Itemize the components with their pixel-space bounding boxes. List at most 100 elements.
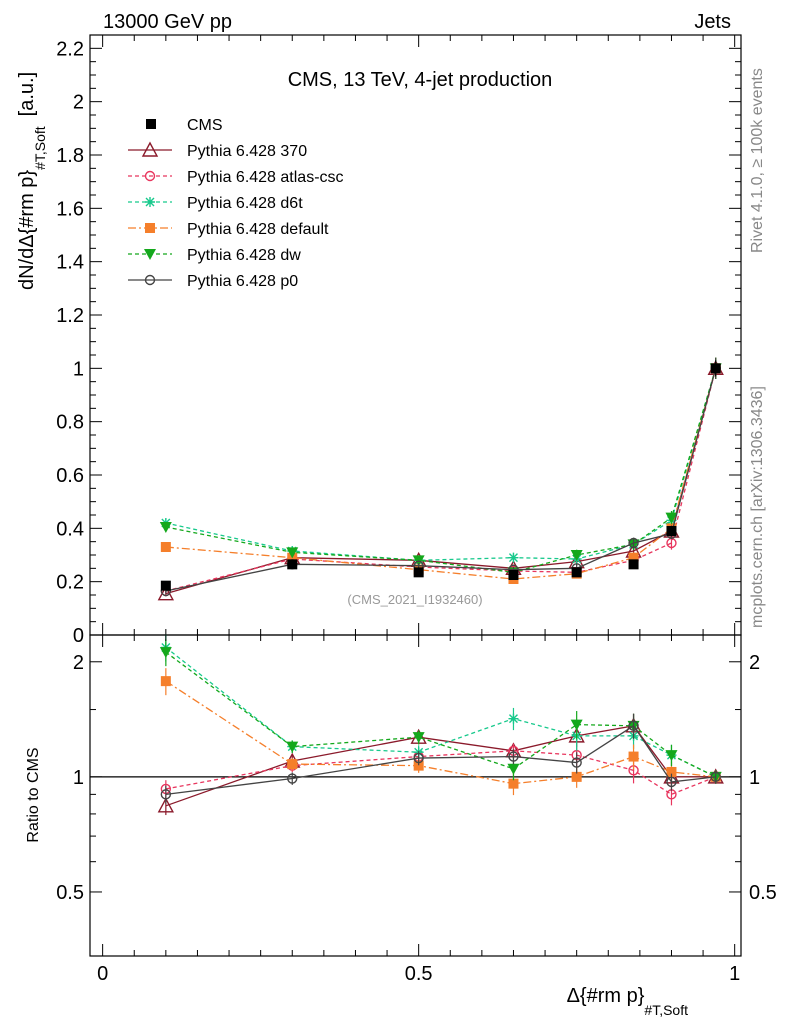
legend-entry-cms: CMS bbox=[146, 117, 223, 134]
ratio-point bbox=[507, 763, 520, 775]
y-axis-label-unit: [a.u.] bbox=[16, 72, 38, 116]
cms-point bbox=[628, 559, 639, 570]
series-line bbox=[165, 368, 717, 580]
analysis-tag: (CMS_2021_I1932460) bbox=[347, 592, 482, 607]
series-point bbox=[628, 552, 639, 563]
y-axis-label-sub: #T,Soft bbox=[32, 126, 48, 170]
cms-point bbox=[413, 567, 424, 578]
ratio-point bbox=[159, 647, 172, 659]
cms-point bbox=[287, 559, 298, 570]
legend-label: Pythia 6.428 default bbox=[187, 221, 329, 238]
legend-marker bbox=[144, 274, 156, 286]
svg-text:dN/dΔ{#rm p}#T,Soft[a.u.]: dN/dΔ{#rm p}#T,Soft [a.u.] bbox=[16, 72, 48, 290]
header-left: 13000 GeV pp bbox=[103, 11, 232, 33]
y-tick-label: 2.2 bbox=[56, 38, 84, 60]
cms-data bbox=[160, 360, 721, 591]
ratio-line bbox=[165, 724, 716, 796]
y-axis-label: dN/dΔ{#rm p}#T,Soft [a.u.] bbox=[16, 72, 48, 290]
y-axis-label-main: dN/dΔ{#rm p} bbox=[16, 170, 38, 290]
ratio-point bbox=[571, 771, 582, 782]
cms-point bbox=[710, 363, 721, 374]
series-line bbox=[165, 368, 717, 561]
ratio-ticks: 0.5 0.5 1 1 2 2 bbox=[56, 652, 777, 904]
ratio-line bbox=[165, 646, 717, 778]
ratio-tick-label: 0.5 bbox=[56, 882, 84, 904]
ratio-point bbox=[412, 732, 425, 744]
series-point bbox=[508, 552, 519, 563]
ratio-point bbox=[160, 789, 172, 800]
ratio-point bbox=[628, 720, 639, 732]
ratio-point bbox=[157, 797, 175, 813]
cms-point bbox=[160, 580, 171, 591]
ratio-point bbox=[508, 751, 519, 762]
ratio-point bbox=[571, 757, 582, 768]
ratio-point bbox=[508, 778, 519, 789]
legend-marker bbox=[146, 119, 156, 129]
ratio-point bbox=[413, 760, 424, 771]
ratio-tick-label-right: 1 bbox=[749, 767, 760, 789]
ratio-point bbox=[570, 719, 583, 731]
series-point bbox=[159, 522, 172, 533]
ratio-point bbox=[287, 759, 298, 770]
legend-entry-0: Pythia 6.428 370 bbox=[128, 141, 307, 160]
series-point bbox=[570, 550, 583, 561]
x-tick-label: 1 bbox=[729, 963, 740, 985]
ratio-tick-label: 1 bbox=[73, 767, 84, 789]
y-tick-label: 1.2 bbox=[56, 305, 84, 327]
ratio-point bbox=[666, 766, 677, 777]
ratio-tick-label-right: 2 bbox=[749, 652, 760, 674]
series-point bbox=[286, 547, 299, 559]
ratio-plot-frame bbox=[89, 634, 742, 957]
ratio-point bbox=[665, 750, 678, 762]
ratio-series-group bbox=[157, 634, 724, 816]
ratio-series-5 bbox=[160, 713, 721, 804]
y-tick-label: 0.2 bbox=[56, 572, 84, 594]
ratio-point bbox=[628, 751, 639, 762]
ratio-series-4 bbox=[159, 639, 722, 784]
legend-label: Pythia 6.428 dw bbox=[187, 247, 301, 264]
legend-entry-4: Pythia 6.428 dw bbox=[128, 247, 301, 264]
y-tick-label: 0.4 bbox=[56, 518, 84, 540]
series-point bbox=[665, 512, 678, 524]
legend-label: CMS bbox=[187, 117, 223, 134]
y-tick-label: 0 bbox=[73, 625, 84, 647]
ratio-point bbox=[666, 776, 677, 788]
rivet-label: Rivet 4.1.0, ≥ 100k events bbox=[749, 68, 766, 253]
legend-marker bbox=[144, 170, 156, 182]
y-tick-label: 1.8 bbox=[56, 145, 84, 167]
legend-entry-1: Pythia 6.428 atlas-csc bbox=[128, 169, 344, 186]
x-axis-label-main: Δ{#rm p} bbox=[567, 985, 645, 1007]
y-tick-label: 1 bbox=[73, 358, 84, 380]
legend: CMS Pythia 6.428 370 Pythia 6.428 atlas-cs… bbox=[128, 117, 344, 290]
legend-entry-2: Pythia 6.428 d6t bbox=[128, 195, 303, 212]
ratio-point bbox=[287, 773, 298, 784]
y-tick-label: 1.4 bbox=[56, 252, 84, 274]
legend-label: Pythia 6.428 d6t bbox=[187, 195, 303, 212]
series-point bbox=[628, 537, 639, 549]
legend-label: Pythia 6.428 p0 bbox=[187, 273, 298, 290]
ratio-point bbox=[286, 741, 299, 753]
y-tick-label: 1.6 bbox=[56, 198, 84, 220]
ratio-line bbox=[165, 651, 717, 778]
header-right: Jets bbox=[694, 11, 731, 33]
main-series-group bbox=[157, 357, 724, 601]
y-tick-label: 0.6 bbox=[56, 465, 84, 487]
mcplots-label: mcplots.cern.ch [arXiv:1306.3436] bbox=[749, 386, 766, 628]
ratio-series-0 bbox=[157, 713, 724, 816]
ratio-line bbox=[165, 725, 716, 807]
ratio-line bbox=[165, 680, 716, 785]
ratio-y-axis-label: Ratio to CMS bbox=[25, 747, 42, 842]
legend-marker bbox=[144, 249, 156, 260]
legend-label: Pythia 6.428 370 bbox=[187, 143, 307, 160]
series-point bbox=[160, 542, 171, 552]
ratio-tick-label: 2 bbox=[73, 652, 84, 674]
x-tick-label: 0.5 bbox=[405, 963, 433, 985]
ratio-tick-label-right: 0.5 bbox=[749, 882, 777, 904]
ratio-point bbox=[710, 771, 721, 783]
ratio-point bbox=[508, 713, 519, 724]
legend-marker bbox=[145, 223, 155, 233]
chart-title: CMS, 13 TeV, 4-jet production bbox=[288, 69, 553, 91]
x-ticks: 0 0.5 1 bbox=[97, 35, 740, 985]
cms-point bbox=[571, 567, 582, 578]
